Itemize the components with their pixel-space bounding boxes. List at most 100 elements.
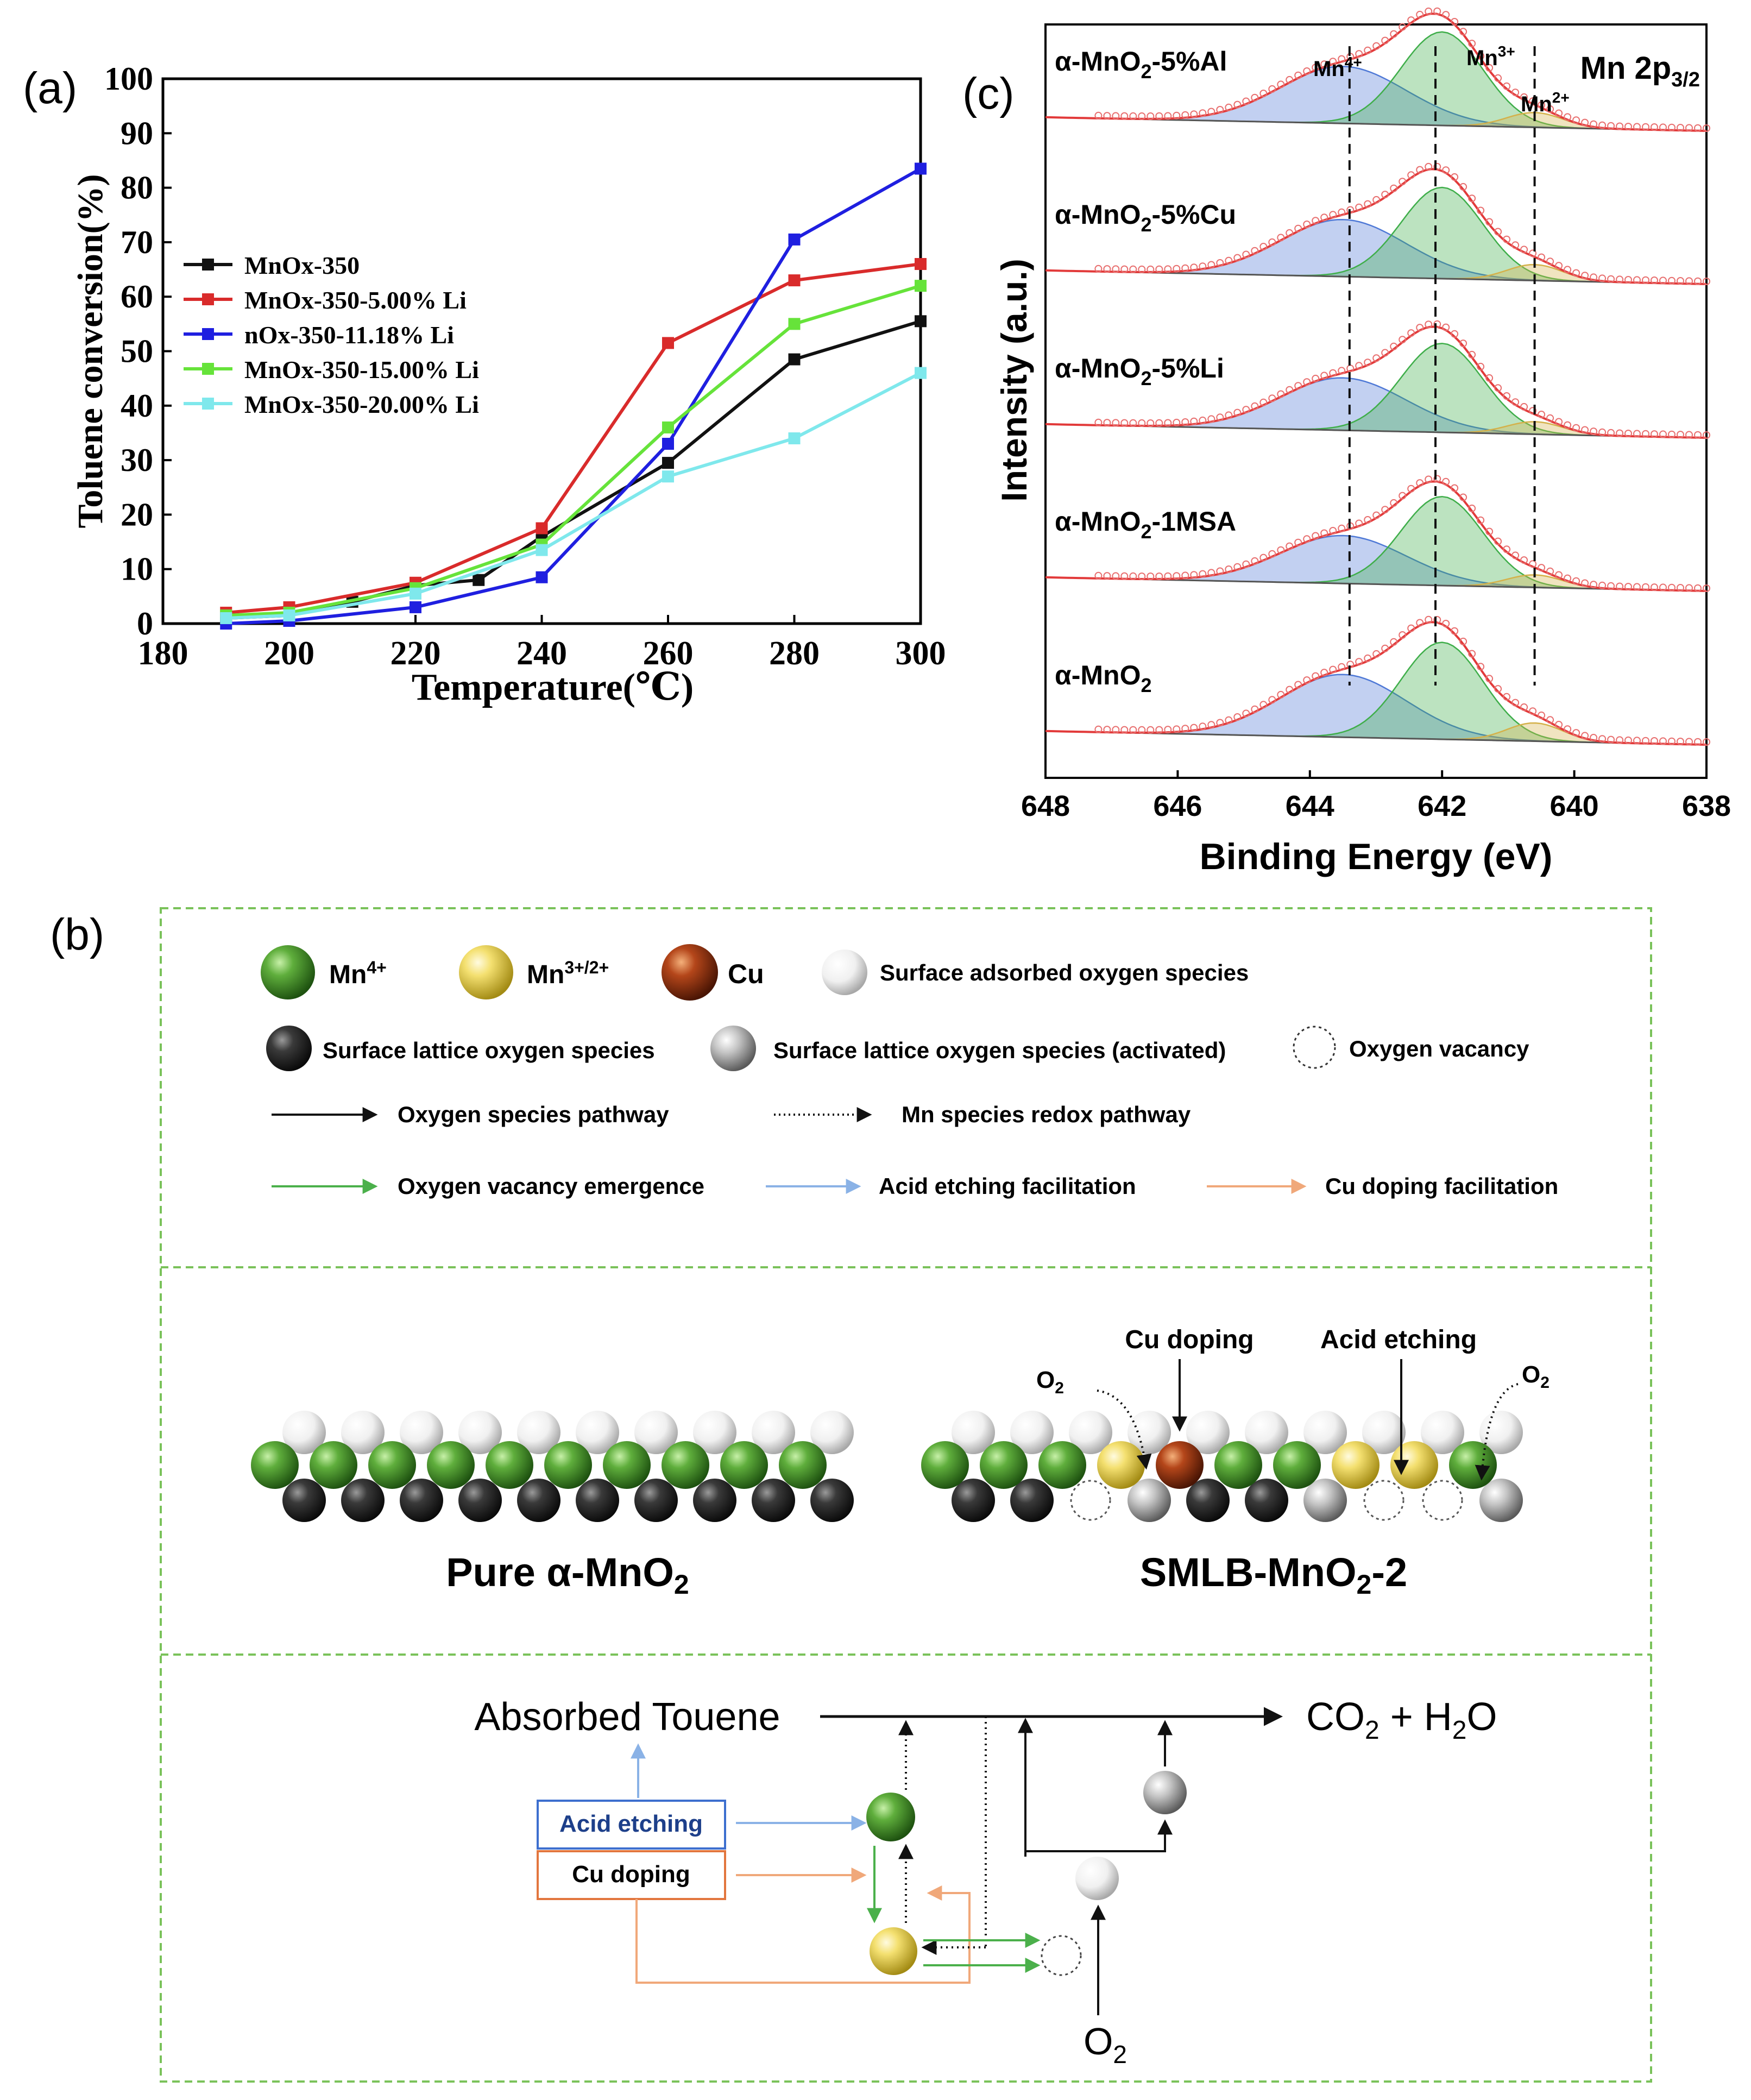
- raw-data-point: [1659, 123, 1667, 131]
- raw-data-point: [1685, 431, 1693, 439]
- raw-data-point: [1242, 560, 1250, 568]
- raw-data-point: [1538, 253, 1546, 261]
- raw-data-point: [1494, 537, 1502, 545]
- raw-data-point: [1607, 275, 1615, 283]
- lattice-oxygen: [400, 1479, 443, 1522]
- raw-data-point: [1094, 265, 1103, 273]
- mn4-atom: [427, 1441, 475, 1489]
- oxygen-vacancy-site: [1422, 1480, 1463, 1521]
- frame-outer: [160, 907, 1652, 2083]
- raw-data-point: [1303, 676, 1311, 684]
- pathway-activated-oxygen-sphere: [1143, 1771, 1187, 1814]
- legend-mn4-base: Mn: [329, 960, 367, 989]
- raw-data-point: [1685, 277, 1693, 285]
- sample-label-sub: 2: [1141, 60, 1151, 83]
- legend-entry: MnOx-350-20.00% Li: [244, 391, 479, 418]
- raw-data-point: [1598, 428, 1607, 436]
- raw-data-point: [1546, 105, 1554, 113]
- raw-data-point: [1147, 573, 1155, 580]
- raw-data-point: [1225, 103, 1233, 111]
- legend-lattice-activated: Surface lattice oxygen species (activate…: [710, 1026, 1226, 1071]
- raw-data-point: [1129, 572, 1137, 580]
- lattice-oxygen: [634, 1479, 678, 1522]
- product-sub1: 2: [1365, 1716, 1380, 1745]
- raw-data-point: [1407, 329, 1415, 337]
- raw-data-point: [1294, 382, 1302, 390]
- raw-data-point: [1138, 419, 1146, 427]
- raw-data-point: [1433, 475, 1441, 483]
- raw-data-point: [1442, 166, 1450, 174]
- raw-data-point: [1407, 624, 1415, 632]
- mn4-atom: [544, 1441, 592, 1489]
- raw-data-point: [1546, 716, 1554, 724]
- raw-data-point: [1433, 7, 1441, 15]
- legend-vacancy-emergence: Oxygen vacancy emergence: [272, 1173, 704, 1199]
- mn-atom: [1156, 1441, 1204, 1489]
- data-point: [788, 318, 801, 330]
- raw-data-point: [1147, 265, 1155, 273]
- raw-data-point: [1477, 52, 1485, 60]
- raw-data-point: [1173, 265, 1181, 273]
- raw-data-point: [1277, 546, 1285, 554]
- raw-data-point: [1147, 112, 1155, 120]
- raw-data-point: [1138, 726, 1146, 734]
- raw-data-point: [1677, 277, 1684, 285]
- raw-data-point: [1642, 430, 1649, 438]
- raw-data-point: [1468, 650, 1476, 658]
- reaction-pathway: Absorbed Touene CO2 + H2O Acid etching C…: [474, 1695, 1497, 2068]
- cu-doping-box: [537, 1850, 726, 1900]
- raw-data-point: [1694, 738, 1702, 746]
- sample-label: α-MnO2-1MSA: [1055, 506, 1236, 543]
- raw-data-point: [1442, 620, 1450, 627]
- raw-data-point: [1320, 213, 1328, 222]
- surface-adsorbed-oxygen: [400, 1411, 443, 1454]
- pathway-mn4-sphere: [866, 1793, 915, 1841]
- raw-data-point: [1355, 658, 1363, 666]
- raw-data-point: [1633, 276, 1641, 284]
- raw-data-point: [1598, 121, 1607, 129]
- y-tick-label: 30: [121, 442, 153, 478]
- raw-data-point: [1538, 564, 1546, 572]
- raw-data-point: [1164, 112, 1172, 120]
- raw-data-point: [1607, 735, 1615, 744]
- raw-data-point: [1677, 738, 1684, 745]
- raw-data-point: [1659, 430, 1667, 438]
- raw-data-point: [1303, 67, 1311, 75]
- raw-data-point: [1164, 572, 1172, 580]
- raw-data-point: [1677, 584, 1684, 592]
- mn4-atom: [310, 1441, 357, 1489]
- mn4-atom: [603, 1441, 651, 1489]
- raw-data-point: [1338, 367, 1346, 375]
- lattice-oxygen: [1186, 1479, 1230, 1522]
- pure-caption-sub: 2: [674, 1569, 689, 1600]
- o2-right-sub: 2: [1540, 1374, 1550, 1392]
- sample-label: α-MnO2-5%Li: [1055, 353, 1224, 389]
- raw-data-point: [1459, 183, 1467, 191]
- raw-data-point: [1242, 709, 1250, 718]
- raw-data-point: [1155, 726, 1163, 734]
- mn-atom: [1273, 1441, 1321, 1489]
- reference-label: Mn3+: [1466, 43, 1515, 70]
- mn-atom: [980, 1441, 1028, 1489]
- raw-data-point: [1364, 46, 1372, 54]
- raw-data-point: [1112, 419, 1120, 427]
- surface-adsorbed-oxygen: [517, 1411, 560, 1454]
- raw-data-point: [1694, 431, 1702, 439]
- data-point: [410, 601, 421, 613]
- mn-atom: [1449, 1441, 1497, 1489]
- raw-data-point: [1268, 696, 1276, 704]
- raw-data-point: [1103, 265, 1111, 273]
- raw-data-point: [1233, 254, 1242, 262]
- raw-data-point: [1190, 417, 1198, 425]
- y-tick-label: 50: [121, 334, 153, 369]
- x-tick-label: 180: [138, 635, 188, 672]
- raw-data-point: [1694, 277, 1702, 285]
- raw-data-point: [1555, 109, 1563, 117]
- lattice-oxygen: [1128, 1479, 1171, 1522]
- raw-data-point: [1294, 681, 1302, 689]
- legend-marker: [202, 293, 214, 305]
- x-axis-label: Binding Energy (eV): [1200, 836, 1553, 877]
- x-tick-label: 260: [643, 635, 694, 672]
- legend-marker: [202, 363, 214, 375]
